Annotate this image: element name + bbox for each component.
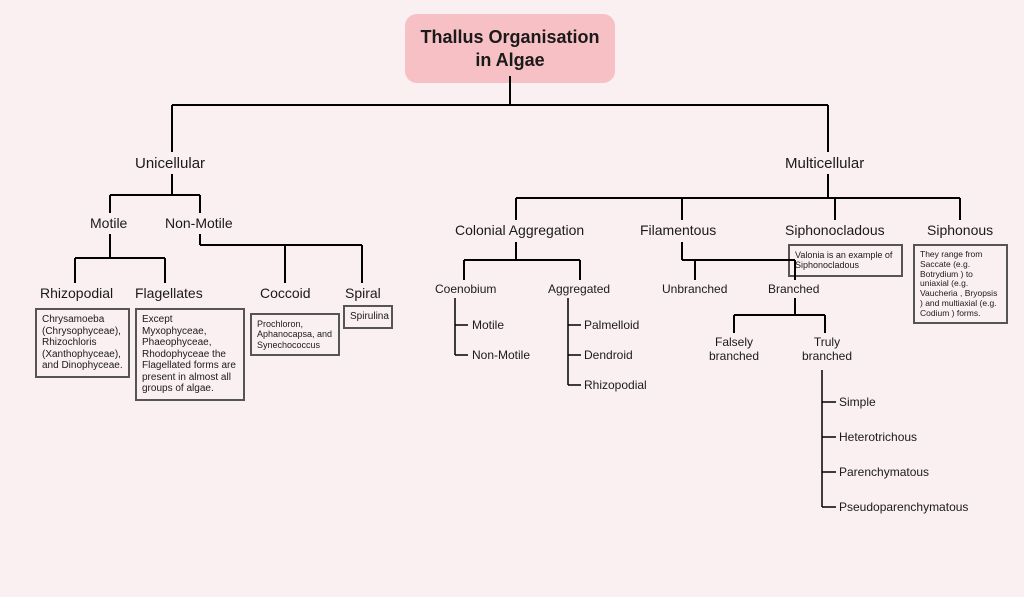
node-truly-simple: Simple bbox=[839, 395, 876, 409]
node-siphonous: Siphonous bbox=[927, 222, 993, 238]
note-spiral: Spirulina bbox=[343, 305, 393, 329]
node-agg-palmelloid: Palmelloid bbox=[584, 318, 639, 332]
node-flagellates: Flagellates bbox=[135, 285, 203, 301]
node-falsely: Falsely branched bbox=[704, 335, 764, 363]
node-spiral: Spiral bbox=[345, 285, 381, 301]
node-filamentous: Filamentous bbox=[640, 222, 716, 238]
node-colonial: Colonial Aggregation bbox=[455, 222, 584, 238]
node-truly-hetero: Heterotrichous bbox=[839, 430, 917, 444]
node-unbranched: Unbranched bbox=[662, 282, 727, 296]
node-agg-dendroid: Dendroid bbox=[584, 348, 633, 362]
node-branched: Branched bbox=[768, 282, 819, 296]
node-coenobium: Coenobium bbox=[435, 282, 496, 296]
note-coccoid: Prochloron, Aphanocapsa, and Synechococc… bbox=[250, 313, 340, 356]
note-rhizopodial: Chrysamoeba (Chrysophyceae), Rhizochlori… bbox=[35, 308, 130, 378]
node-rhizopodial: Rhizopodial bbox=[40, 285, 113, 301]
node-truly-pseudo: Pseudoparenchymatous bbox=[839, 500, 968, 514]
node-coenobium-nonmotile: Non-Motile bbox=[472, 348, 530, 362]
node-truly-paren: Parenchymatous bbox=[839, 465, 929, 479]
note-siphonous: They range from Saccate (e.g. Botrydium … bbox=[913, 244, 1008, 324]
note-flagellates: Except Myxophyceae, Phaeophyceae, Rhodop… bbox=[135, 308, 245, 401]
node-multicellular: Multicellular bbox=[785, 155, 864, 172]
node-nonmotile: Non-Motile bbox=[165, 215, 233, 231]
diagram-title: Thallus Organisation in Algae bbox=[405, 14, 615, 83]
node-coenobium-motile: Motile bbox=[472, 318, 504, 332]
node-unicellular: Unicellular bbox=[135, 155, 205, 172]
node-agg-rhizopodial: Rhizopodial bbox=[584, 378, 647, 392]
node-aggregated: Aggregated bbox=[548, 282, 610, 296]
note-siphonocladous: Valonia is an example of Siphonocladous bbox=[788, 244, 903, 277]
node-siphonocladous: Siphonocladous bbox=[785, 222, 885, 238]
node-motile: Motile bbox=[90, 215, 127, 231]
node-coccoid: Coccoid bbox=[260, 285, 311, 301]
node-truly: Truly branched bbox=[797, 335, 857, 363]
